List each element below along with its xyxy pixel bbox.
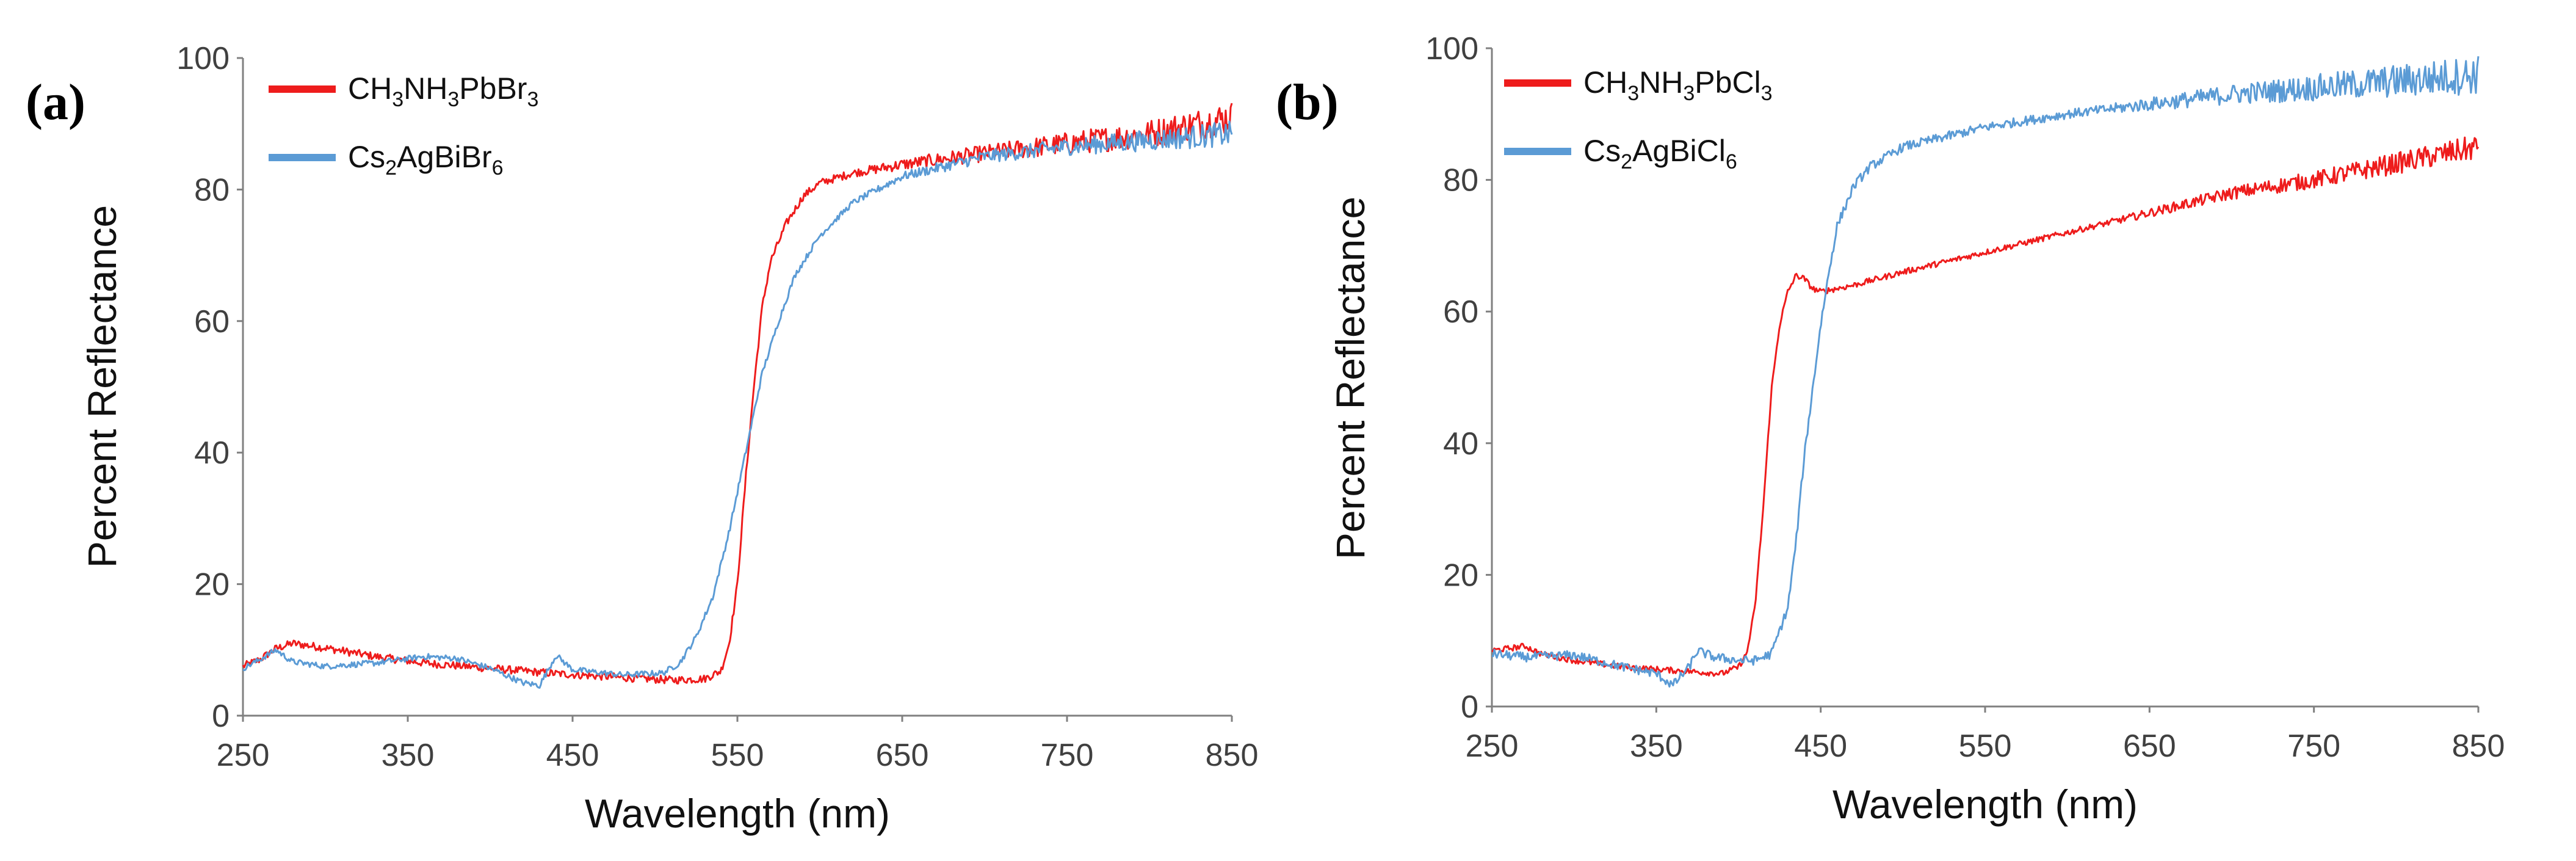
panel-label: (a) (26, 74, 85, 131)
series-line (242, 120, 1233, 689)
legend-entry: CH3NH3PbBr3 (348, 71, 538, 111)
x-tick-label: 250 (217, 738, 270, 773)
y-tick-label: 100 (1425, 31, 1478, 67)
x-axis-label: Wavelength (nm) (585, 791, 890, 836)
legend-subscript: 3 (1761, 82, 1773, 105)
legend-subscript: 2 (1621, 150, 1632, 173)
y-tick-label: 100 (176, 41, 230, 76)
legend-text: Cs (1583, 134, 1621, 168)
x-tick-label: 850 (1206, 738, 1259, 773)
x-tick-label: 350 (1630, 728, 1683, 764)
legend-text: PbCl (1695, 65, 1760, 100)
legend-entry: Cs2AgBiBr6 (348, 140, 504, 180)
y-tick-label: 40 (1443, 426, 1478, 462)
x-tick-label: 650 (2123, 728, 2176, 764)
x-tick-label: 750 (2287, 728, 2340, 764)
y-axis-label: Percent Reflectance (79, 205, 125, 568)
series-line (1491, 136, 2480, 677)
series-line (1492, 56, 2480, 688)
legend-subscript: 3 (1683, 82, 1695, 105)
legend-text: PbBr (459, 71, 527, 106)
y-tick-label: 40 (194, 435, 230, 471)
x-tick-label: 450 (546, 738, 599, 773)
legend-text: CH (348, 71, 392, 106)
legend-subscript: 3 (447, 88, 459, 111)
y-tick-label: 20 (194, 567, 230, 603)
legend-entry: Cs2AgBiCl6 (1583, 134, 1737, 173)
x-tick-label: 550 (711, 738, 764, 773)
x-tick-label: 350 (382, 738, 435, 773)
x-tick-label: 250 (1466, 728, 1519, 764)
legend-text: AgBiCl (1632, 134, 1726, 168)
legend-text: Cs (348, 140, 385, 174)
legend-text: NH (1639, 65, 1683, 100)
x-tick-label: 650 (876, 738, 929, 773)
legend-subscript: 3 (1627, 82, 1639, 105)
y-axis-label: Percent Reflectance (1328, 197, 1373, 559)
legend-entry: CH3NH3PbCl3 (1583, 65, 1773, 105)
x-tick-label: 850 (2452, 728, 2505, 764)
x-tick-label: 750 (1041, 738, 1094, 773)
y-tick-label: 0 (212, 699, 230, 734)
panel-label: (b) (1276, 74, 1339, 131)
x-tick-label: 550 (1959, 728, 2012, 764)
chart-panel-b: 0 20 40 60 80 100 250 350 450 550 650 750 850 Wavelen… (1276, 31, 2505, 827)
chart-panel-a: 0 20 40 60 80 100 250 350 450 550 650 750 850 Wavelen… (26, 41, 1258, 836)
legend-subscript: 2 (385, 156, 397, 180)
x-tick-label: 450 (1794, 728, 1847, 764)
legend-text: AgBiBr (397, 140, 492, 174)
x-axis-label: Wavelength (nm) (1833, 782, 2138, 827)
y-tick-label: 20 (1443, 558, 1478, 593)
y-tick-label: 60 (194, 304, 230, 340)
y-tick-label: 60 (1443, 294, 1478, 330)
legend-subscript: 6 (492, 156, 504, 180)
series-line (242, 103, 1233, 685)
y-tick-label: 80 (194, 172, 230, 208)
y-tick-label: 0 (1461, 689, 1478, 725)
legend-text: CH (1583, 65, 1627, 100)
legend-subscript: 6 (1726, 150, 1737, 173)
legend-text: NH (403, 71, 447, 106)
legend-subscript: 3 (392, 88, 403, 111)
y-tick-label: 80 (1443, 163, 1478, 198)
legend-subscript: 3 (527, 88, 538, 111)
